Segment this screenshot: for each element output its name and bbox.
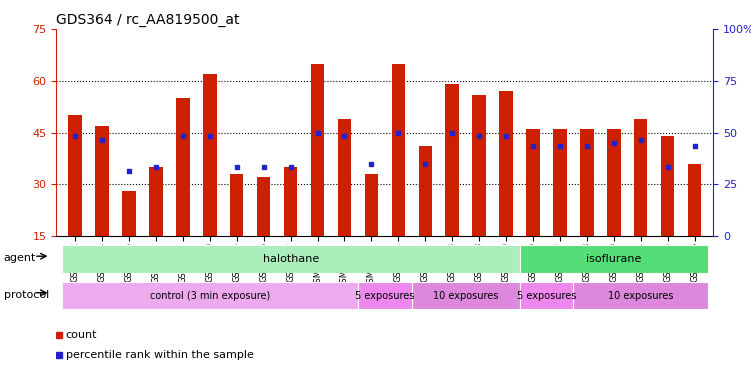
Bar [472, 95, 486, 236]
Bar [365, 174, 379, 236]
Bar [688, 164, 701, 236]
Bar [499, 92, 513, 236]
Bar [574, 282, 708, 309]
Bar [445, 85, 459, 236]
Bar [95, 126, 109, 236]
Bar [257, 178, 270, 236]
Bar [580, 129, 593, 236]
Bar [418, 146, 432, 236]
Bar [661, 136, 674, 236]
Text: isoflurane: isoflurane [586, 254, 641, 264]
Text: 5 exposures: 5 exposures [355, 291, 415, 300]
Bar [526, 129, 540, 236]
Bar [607, 129, 620, 236]
Text: GDS364 / rc_AA819500_at: GDS364 / rc_AA819500_at [56, 13, 240, 27]
Text: 10 exposures: 10 exposures [608, 291, 674, 300]
Bar [553, 129, 567, 236]
Bar [122, 191, 136, 236]
Bar [62, 282, 358, 309]
Bar [203, 74, 216, 236]
Text: control (3 min exposure): control (3 min exposure) [149, 291, 270, 300]
Bar [68, 115, 82, 236]
Bar [520, 245, 708, 273]
Bar [391, 64, 405, 236]
Bar [311, 64, 324, 236]
Text: percentile rank within the sample: percentile rank within the sample [66, 350, 254, 360]
Text: agent: agent [4, 253, 36, 263]
Text: 10 exposures: 10 exposures [433, 291, 499, 300]
Bar [338, 119, 351, 236]
Bar [62, 245, 520, 273]
Bar [230, 174, 243, 236]
Bar [149, 167, 163, 236]
Text: 5 exposures: 5 exposures [517, 291, 576, 300]
Bar [284, 167, 297, 236]
Text: protocol: protocol [4, 290, 49, 300]
Bar [634, 119, 647, 236]
Bar [358, 282, 412, 309]
Bar [176, 98, 190, 236]
Bar [520, 282, 574, 309]
Bar [412, 282, 520, 309]
Text: count: count [66, 330, 97, 340]
Text: halothane: halothane [263, 254, 318, 264]
